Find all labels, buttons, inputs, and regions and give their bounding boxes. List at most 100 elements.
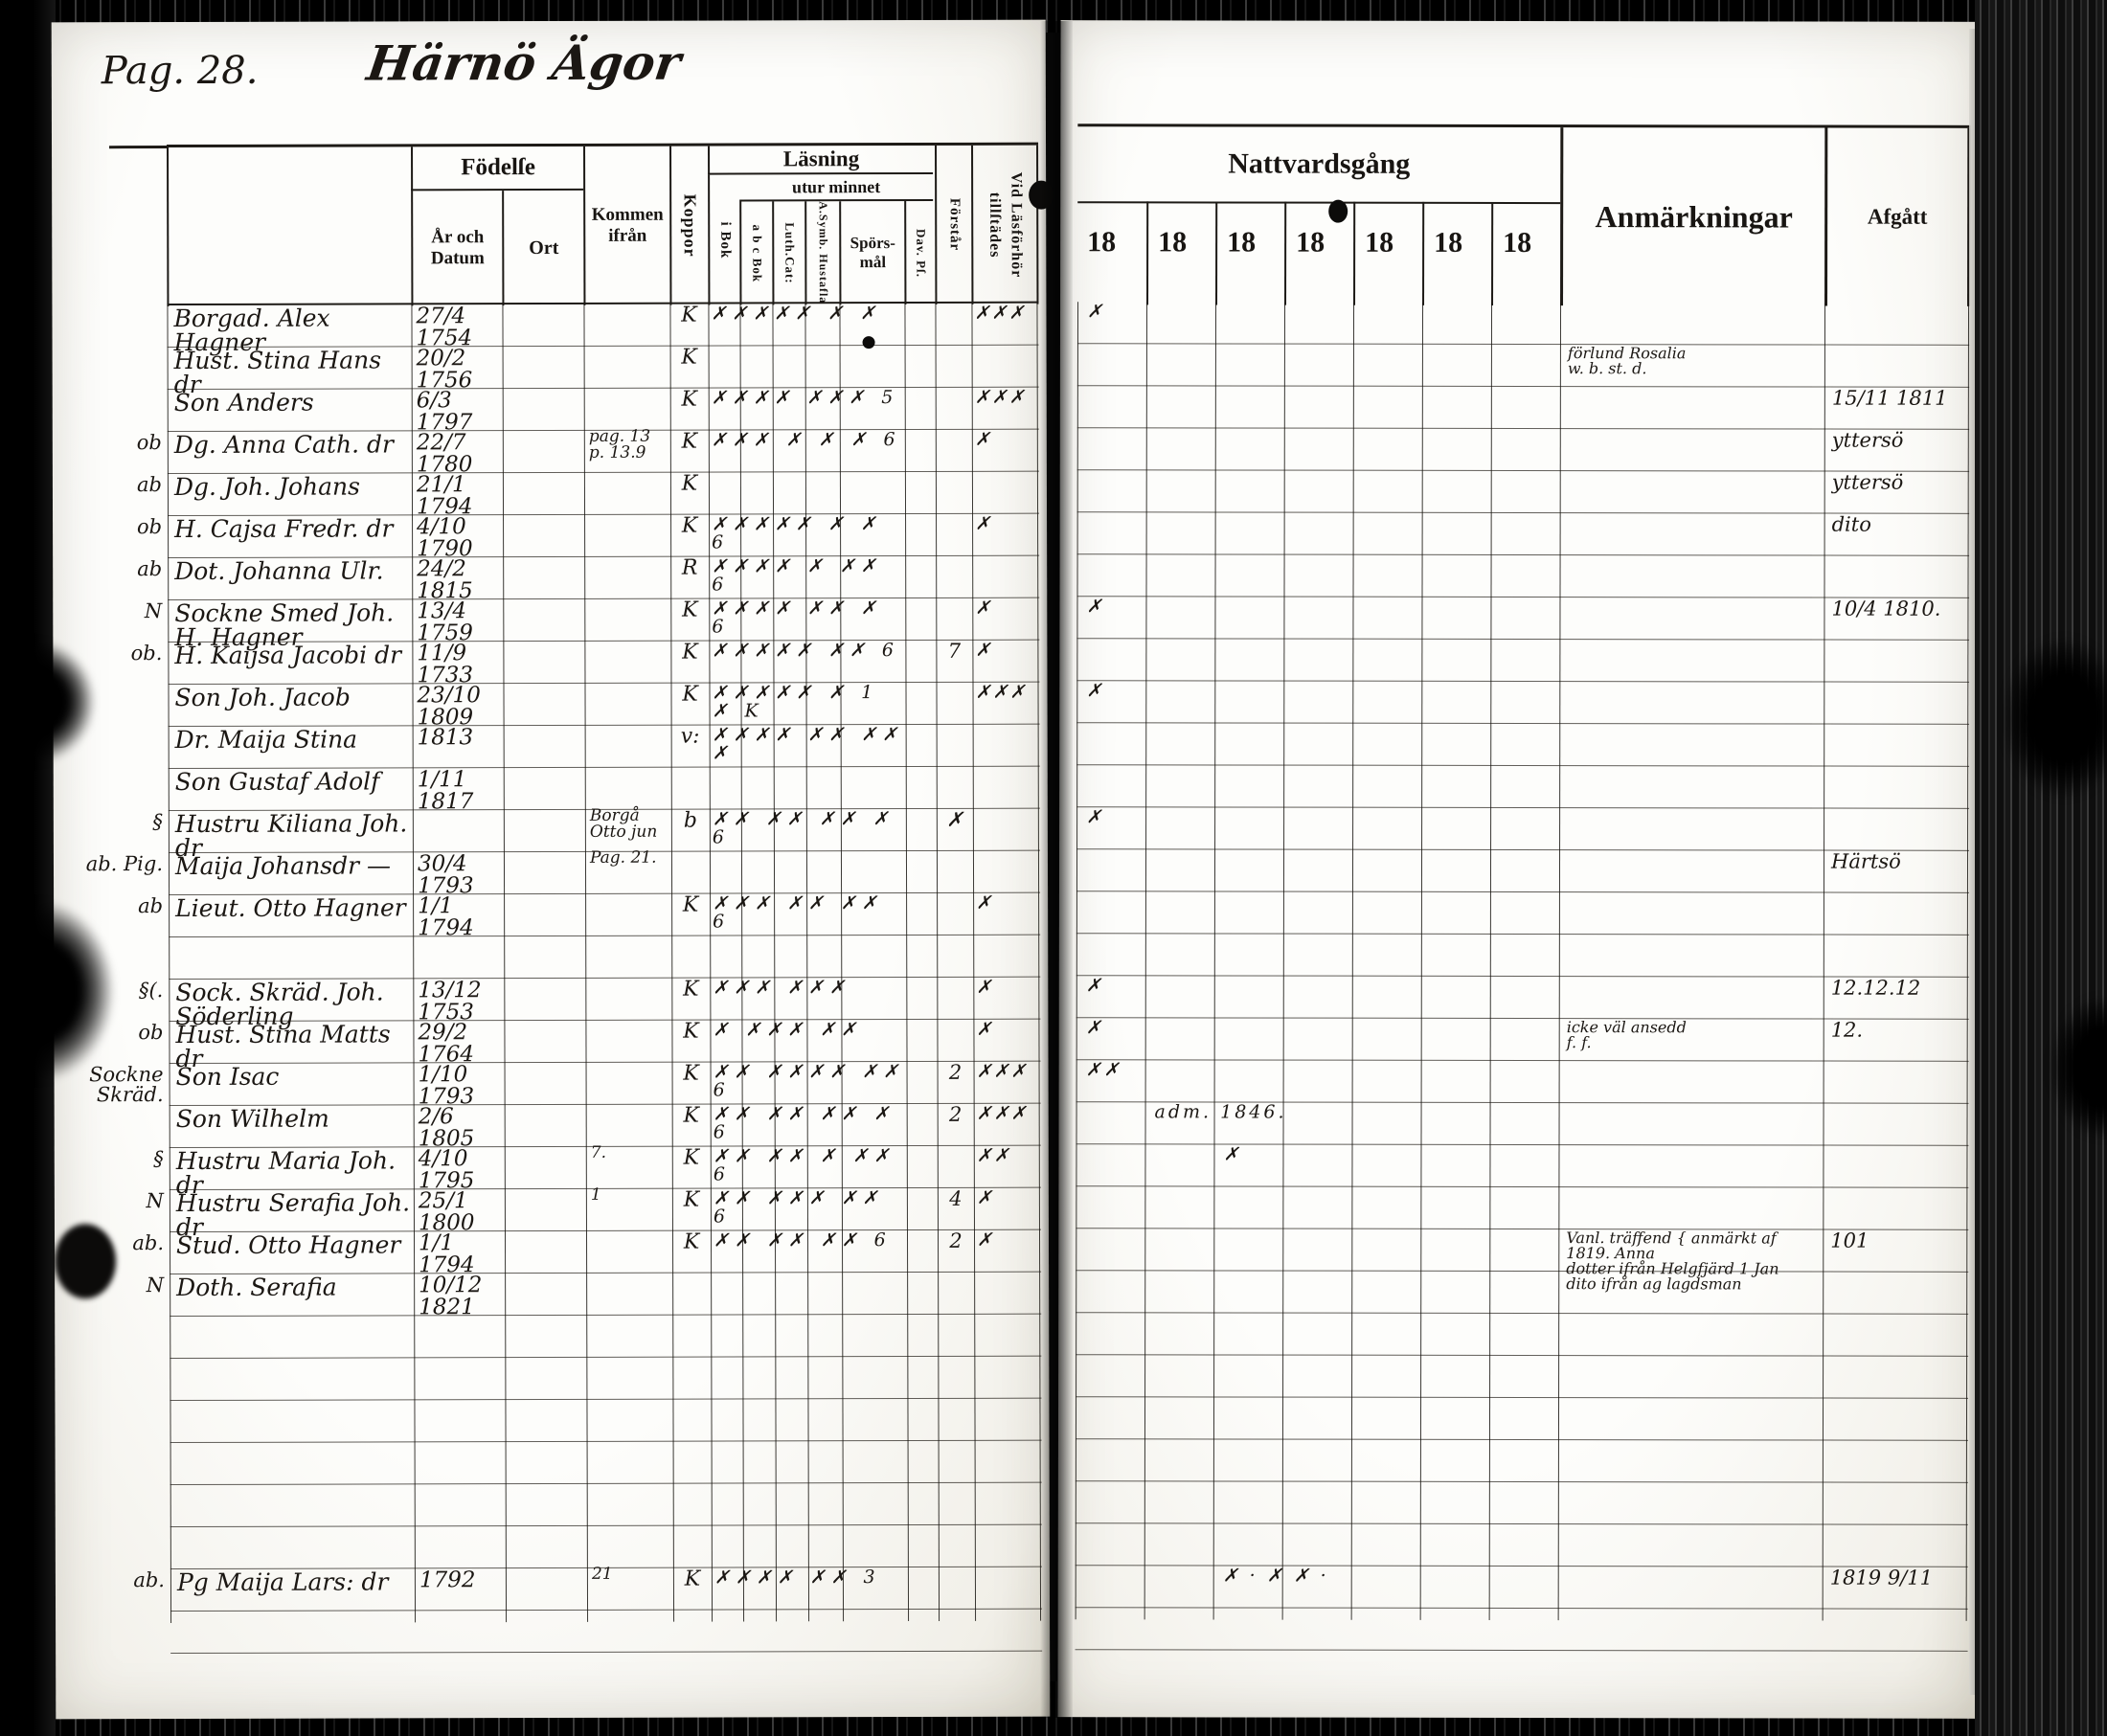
table-row: ✗ xyxy=(1076,680,1970,725)
table-row xyxy=(170,1440,1042,1486)
vid-cell: ✗✗✗ xyxy=(974,302,1027,324)
name-cell: Son Anders xyxy=(173,388,314,417)
koppor-cell: K xyxy=(682,682,698,707)
afgatt-cell: 10/4 1810. xyxy=(1831,597,1941,620)
table-row xyxy=(169,935,1041,981)
vid-cell: ✗✗✗ xyxy=(976,1060,1029,1082)
birthdate-cell: 1/1 1794 xyxy=(418,893,474,941)
koppor-cell: K xyxy=(681,429,698,454)
page-title: Härnö Ägor xyxy=(363,34,685,92)
year-column-header: 18 xyxy=(1353,201,1394,305)
table-row: ✗ icke väl ansedd f. f. 12. xyxy=(1076,1017,1969,1062)
name-cell: Son Gustaf Adolf xyxy=(174,767,380,797)
table-row xyxy=(1075,1397,1969,1441)
vid-cell: ✗ xyxy=(975,597,993,619)
table-row: Son Gustaf Adolf 1/11 1817 xyxy=(168,766,1040,814)
table-row: Vanl. träffend { anmärkt af 1819. Anna d… xyxy=(1076,1229,1969,1293)
koppor-cell: v: xyxy=(680,724,700,749)
name-cell: Son Wilhelm xyxy=(175,1104,329,1134)
margin-note: ab. Pig. xyxy=(85,852,164,876)
vid-cell: ✗✗✗ xyxy=(976,1102,1029,1124)
thumb-shadow xyxy=(0,900,115,1082)
margin-note: ob xyxy=(136,431,162,455)
birthdate-cell: 23/10 1809 xyxy=(417,683,481,731)
header-rule xyxy=(109,146,170,149)
afgatt-cell: dito xyxy=(1831,512,1871,536)
column-header-nattvardsgang: Nattvardsgång xyxy=(1077,126,1561,205)
vid-cell: ✗✗✗ xyxy=(975,681,1028,703)
table-row: N Doth. Serafia 10/12 1821 xyxy=(147,1272,1042,1319)
table-row: N Hustru Serafia Joh. dr 25/1 1800 1 K ✗✗ ✗✗✗… xyxy=(146,1185,1041,1241)
name-cell: H. Cajsa Fredr. dr xyxy=(174,514,394,544)
table-row: dito xyxy=(1076,512,1970,556)
film-edge-left xyxy=(0,0,56,1736)
name-cell: Son Joh. Jacob xyxy=(174,683,351,712)
birthdate-cell: 22/7 1780 xyxy=(416,430,473,478)
thumb-shadow xyxy=(2002,637,2107,800)
table-row xyxy=(1076,639,1970,683)
koppor-cell: K xyxy=(683,1019,699,1044)
column-header-symbolum-hustafla: A.Symb. Hustafla xyxy=(804,201,840,305)
nattvard-marks: ✗ xyxy=(1085,975,1104,997)
table-row xyxy=(1076,1271,1969,1315)
column-header-dav-ps: Dav. Pſ. xyxy=(904,200,936,305)
table-row: ab. Pg Maija Lars: dr 1792 21 K ✗✗✗✗ ✗✗ 3 xyxy=(133,1565,1043,1612)
vid-cell: ✗ xyxy=(976,976,994,998)
birthdate-cell: 2/6 1805 xyxy=(418,1104,475,1152)
column-header-ar-och-datum: År och Datum xyxy=(411,191,503,306)
table-row: ✗ xyxy=(1076,1143,1969,1188)
koppor-cell: K xyxy=(683,1103,699,1128)
margin-note: § xyxy=(153,1147,164,1171)
koppor-cell: K xyxy=(683,1187,700,1212)
table-row: ob Hust. Stina Matts dr 29/2 1764 K ✗ ✗✗✗ ✗✗… xyxy=(138,1019,1041,1072)
forstar-cell: 4 xyxy=(949,1186,963,1210)
table-row: ✗ xyxy=(1076,301,1971,346)
name-cell: Doth. Serafia xyxy=(176,1273,337,1302)
table-row: ✗ 10/4 1810. xyxy=(1076,596,1970,641)
margin-note: N xyxy=(144,599,163,623)
right-table-body: ✗ förlund Rosalia w. b. st. d. 15/11 1811 y… xyxy=(1075,301,1971,1652)
table-row: N Sockne Smed Joh. H. Hagner 13/4 1759 K ✗✗✗… xyxy=(145,597,1040,651)
name-cell: Son Isac xyxy=(175,1062,280,1092)
koppor-cell: R xyxy=(681,555,698,580)
birthdate-cell: 1/1 1794 xyxy=(418,1230,475,1278)
afgatt-cell: yttersö xyxy=(1831,428,1904,452)
table-row xyxy=(1076,554,1970,598)
koppor-cell: K xyxy=(683,977,699,1002)
name-cell: Dg. Anna Cath. dr xyxy=(173,430,394,460)
year-column-header: 18 xyxy=(1215,201,1257,305)
name-column-header xyxy=(167,147,412,307)
ink-blob xyxy=(862,336,875,349)
table-row: 15/11 1811 xyxy=(1076,386,1970,430)
table-row: ab Dot. Johanna Ulr. 24/2 1815 R ✗✗✗✗ ✗ ✗✗ 6 xyxy=(137,555,1040,603)
table-row: adm. 1846. xyxy=(1076,1101,1969,1146)
koppor-cell: K xyxy=(682,640,698,665)
column-header-utur-minnet: utur minnet xyxy=(739,173,934,202)
forstar-cell: 2 xyxy=(949,1229,963,1252)
table-row xyxy=(1076,765,1970,809)
margin-note: § xyxy=(152,810,163,834)
forstar-cell: 2 xyxy=(948,1102,963,1126)
table-row: Dr. Maija Stina 1813 v: ✗✗✗✗ ✗✗ ✗✗ ✗ xyxy=(168,724,1040,770)
column-header-afgatt: Afgått xyxy=(1824,127,1971,306)
column-header-vid-lasforhor: Vid Läsförhör tillſtädes xyxy=(971,145,1039,304)
table-row xyxy=(1075,1439,1968,1483)
table-row xyxy=(170,1356,1042,1402)
koppor-cell: K xyxy=(681,345,697,370)
margin-note: ob xyxy=(136,515,163,539)
table-row: förlund Rosalia w. b. st. d. xyxy=(1076,344,1970,388)
kommen-cell: 7. xyxy=(590,1142,607,1162)
birthdate-cell: 27/4 1754 xyxy=(416,304,473,351)
table-row xyxy=(1076,1313,1969,1357)
afgatt-cell: 12.12.12 xyxy=(1830,976,1921,1000)
koppor-cell: K xyxy=(681,513,698,538)
afgatt-cell: yttersö xyxy=(1831,470,1904,494)
forstar-cell: 2 xyxy=(948,1060,963,1084)
birthdate-cell: 30/4 1793 xyxy=(417,851,474,899)
column-header-koppor: Koppor xyxy=(669,146,709,305)
table-row: Son Anders 6/3 1797 K ✗✗✗✗ ✗✗✗ 5 ✗✗✗ xyxy=(167,387,1039,435)
koppor-cell: K xyxy=(684,1567,701,1591)
birthdate-cell: 13/4 1759 xyxy=(417,598,473,646)
birthdate-cell: 21/1 1794 xyxy=(416,472,473,520)
table-row xyxy=(170,1609,1043,1655)
